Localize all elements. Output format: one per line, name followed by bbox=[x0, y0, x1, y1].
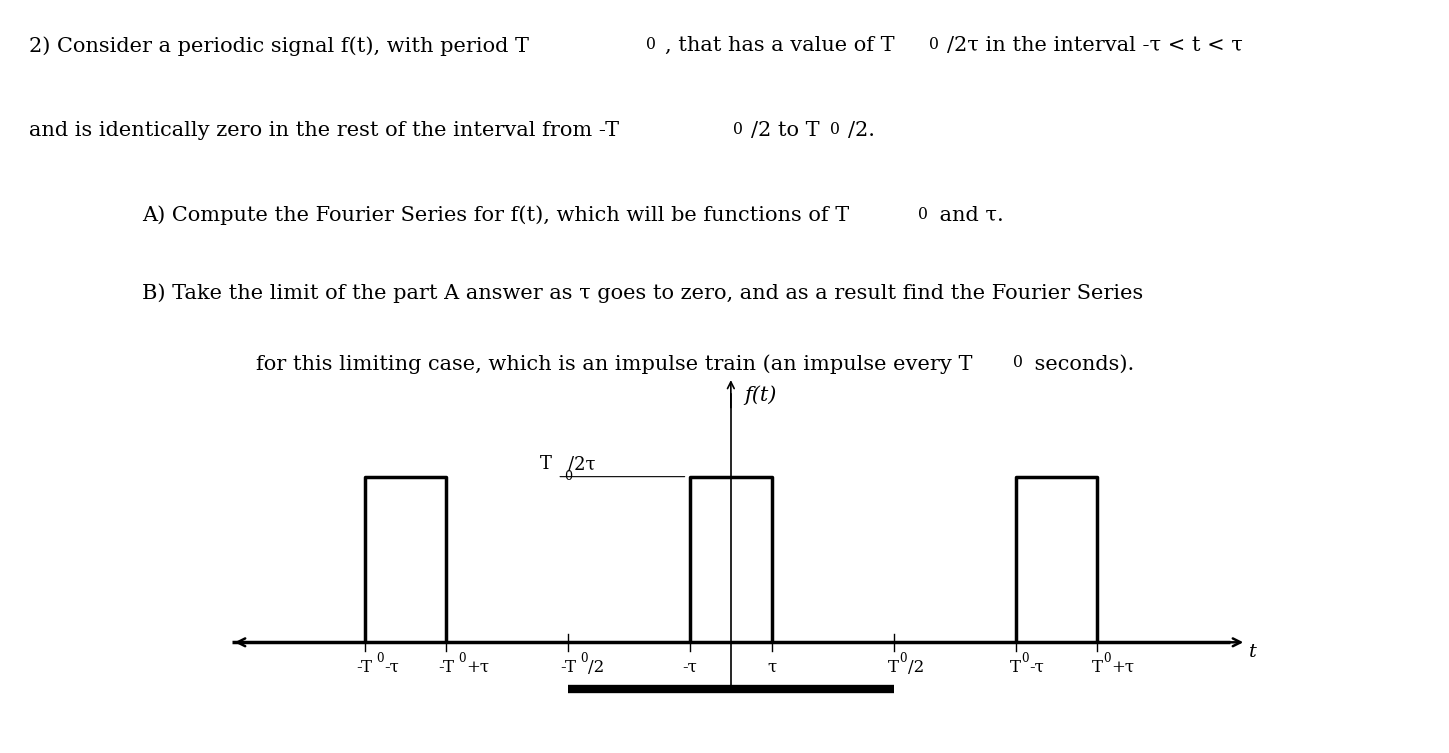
Text: T: T bbox=[888, 659, 898, 676]
Text: T: T bbox=[1010, 659, 1022, 676]
Text: 0: 0 bbox=[580, 652, 587, 665]
Text: 0: 0 bbox=[377, 652, 384, 665]
Text: 0: 0 bbox=[830, 120, 839, 138]
Text: +τ: +τ bbox=[467, 659, 490, 676]
Text: -τ: -τ bbox=[384, 659, 400, 676]
Text: -T: -T bbox=[438, 659, 454, 676]
Text: seconds).: seconds). bbox=[1029, 355, 1135, 373]
Text: /2τ: /2τ bbox=[568, 456, 596, 474]
Text: t: t bbox=[1249, 643, 1256, 661]
Text: -T: -T bbox=[561, 659, 577, 676]
Text: f(t): f(t) bbox=[745, 386, 777, 405]
Text: 0: 0 bbox=[1103, 652, 1110, 665]
Text: and τ.: and τ. bbox=[933, 206, 1004, 224]
Text: 0: 0 bbox=[917, 206, 927, 223]
Text: /2 to T: /2 to T bbox=[752, 120, 820, 140]
Text: 0: 0 bbox=[929, 36, 939, 53]
Text: 0: 0 bbox=[900, 652, 907, 665]
Text: T: T bbox=[1091, 659, 1103, 676]
Text: 0: 0 bbox=[564, 471, 572, 483]
Text: +τ: +τ bbox=[1111, 659, 1135, 676]
Text: , that has a value of T: , that has a value of T bbox=[665, 36, 894, 55]
Text: B) Take the limit of the part A answer as τ goes to zero, and as a result find t: B) Take the limit of the part A answer a… bbox=[142, 284, 1143, 303]
Text: 0: 0 bbox=[646, 36, 656, 53]
Text: -τ: -τ bbox=[1030, 659, 1045, 676]
Text: T: T bbox=[540, 456, 552, 474]
Text: /2: /2 bbox=[588, 659, 604, 676]
Text: 0: 0 bbox=[733, 120, 743, 138]
Text: for this limiting case, which is an impulse train (an impulse every T: for this limiting case, which is an impu… bbox=[256, 355, 972, 374]
Text: /2.: /2. bbox=[848, 120, 875, 140]
Text: and is identically zero in the rest of the interval from -T: and is identically zero in the rest of t… bbox=[29, 120, 619, 140]
Text: /2τ in the interval -τ < t < τ: /2τ in the interval -τ < t < τ bbox=[948, 36, 1243, 55]
Text: -T: -T bbox=[356, 659, 372, 676]
Text: -τ: -τ bbox=[682, 659, 697, 676]
Text: 2) Consider a periodic signal f(t), with period T: 2) Consider a periodic signal f(t), with… bbox=[29, 36, 529, 56]
Text: 0: 0 bbox=[1013, 355, 1023, 371]
Text: 0: 0 bbox=[1022, 652, 1029, 665]
Text: τ: τ bbox=[767, 659, 777, 676]
Text: A) Compute the Fourier Series for f(t), which will be functions of T: A) Compute the Fourier Series for f(t), … bbox=[142, 206, 849, 225]
Text: /2: /2 bbox=[907, 659, 924, 676]
Text: 0: 0 bbox=[458, 652, 465, 665]
